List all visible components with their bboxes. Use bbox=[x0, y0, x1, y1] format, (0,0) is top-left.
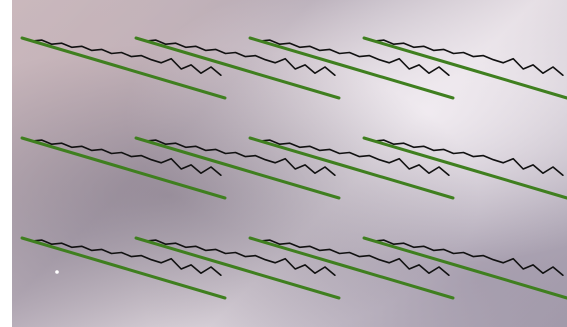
sparkline bbox=[134, 36, 341, 100]
green-line bbox=[134, 136, 341, 200]
green-line bbox=[248, 136, 455, 200]
sparkline bbox=[134, 136, 341, 200]
sparkline bbox=[248, 36, 455, 100]
black-line bbox=[249, 237, 450, 276]
black-line bbox=[21, 237, 222, 276]
black-line bbox=[135, 37, 336, 76]
black-line bbox=[363, 137, 564, 176]
green-line bbox=[20, 136, 227, 200]
sparkline bbox=[362, 136, 567, 200]
sparkline bbox=[248, 236, 455, 300]
sparkline bbox=[362, 36, 567, 100]
green-line bbox=[20, 36, 227, 100]
green-line bbox=[248, 236, 455, 300]
green-line bbox=[362, 136, 567, 200]
sparkline bbox=[20, 236, 227, 300]
green-line bbox=[134, 236, 341, 300]
green-line bbox=[248, 36, 455, 100]
green-line bbox=[362, 236, 567, 300]
green-line bbox=[134, 36, 341, 100]
sparkline bbox=[134, 236, 341, 300]
green-line bbox=[362, 36, 567, 100]
sparkline bbox=[248, 136, 455, 200]
black-line bbox=[363, 37, 564, 76]
black-line bbox=[363, 237, 564, 276]
sparkline bbox=[362, 236, 567, 300]
sparkline bbox=[20, 136, 227, 200]
black-line bbox=[21, 137, 222, 176]
sparkline bbox=[20, 36, 227, 100]
green-line bbox=[20, 236, 227, 300]
black-line bbox=[135, 237, 336, 276]
black-line bbox=[21, 37, 222, 76]
black-line bbox=[249, 37, 450, 76]
cursor-dot bbox=[55, 270, 59, 274]
black-line bbox=[135, 137, 336, 176]
black-line bbox=[249, 137, 450, 176]
